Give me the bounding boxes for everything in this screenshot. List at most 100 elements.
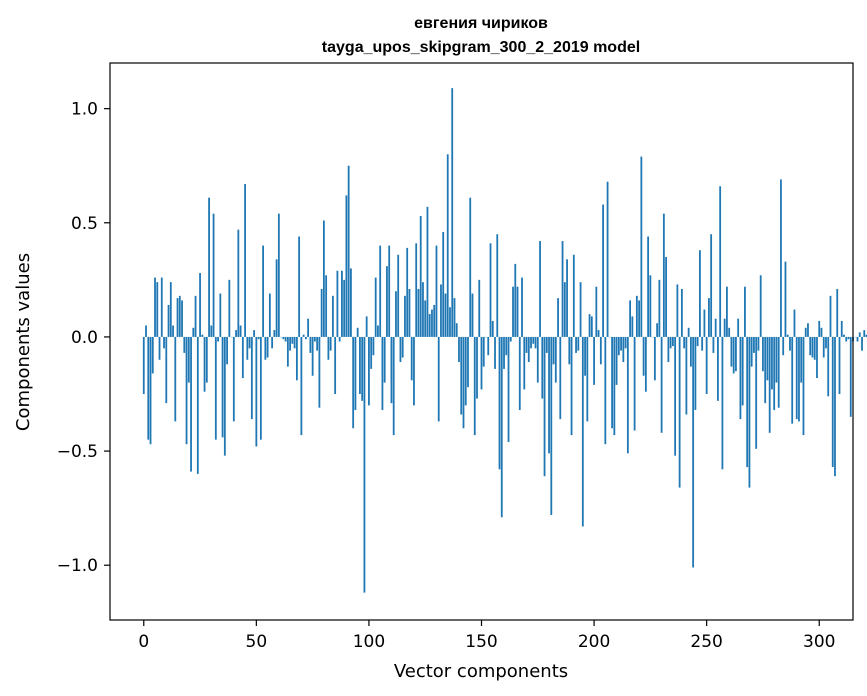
bar — [332, 295, 334, 337]
bar — [246, 336, 249, 360]
bar — [737, 318, 740, 337]
bar-series — [142, 88, 867, 593]
bar — [183, 336, 186, 353]
bar — [237, 229, 240, 337]
x-tick-label: 50 — [246, 632, 268, 652]
bar — [746, 336, 749, 468]
bar — [381, 336, 384, 410]
bar — [728, 327, 731, 337]
bar — [829, 295, 832, 337]
bar — [435, 245, 438, 337]
bar — [800, 336, 803, 383]
bar — [404, 295, 406, 337]
bar — [431, 309, 433, 337]
bar — [291, 336, 294, 344]
bar — [638, 300, 641, 337]
bar — [415, 243, 418, 337]
bar — [622, 336, 625, 363]
bar — [671, 336, 674, 347]
bar — [262, 245, 264, 337]
bar — [514, 263, 517, 337]
bar — [352, 336, 355, 429]
bar — [861, 336, 863, 351]
bar — [462, 336, 465, 429]
bar — [764, 336, 767, 404]
bar — [818, 320, 821, 337]
bar — [613, 336, 616, 436]
bar — [732, 336, 735, 374]
bar — [602, 204, 604, 337]
bar — [644, 336, 647, 392]
bar — [318, 336, 321, 408]
bar — [476, 336, 478, 399]
bar — [307, 318, 310, 337]
bar — [629, 300, 631, 337]
bar — [300, 336, 303, 436]
bar — [250, 336, 253, 420]
bar — [856, 336, 859, 342]
bar — [593, 336, 595, 385]
bar — [284, 336, 287, 342]
bar — [325, 275, 328, 337]
bar — [282, 336, 285, 340]
x-tick-label: 100 — [353, 632, 385, 652]
bar — [223, 336, 226, 456]
bar — [532, 336, 535, 344]
bar — [253, 330, 255, 337]
bar — [327, 336, 330, 360]
bar — [611, 336, 613, 429]
bar — [568, 336, 571, 365]
bar — [791, 336, 794, 424]
bar — [313, 336, 316, 342]
bar — [849, 336, 852, 417]
bar — [491, 320, 494, 337]
bar — [377, 325, 379, 337]
bar — [667, 336, 670, 363]
bar — [413, 336, 415, 406]
bar — [689, 336, 692, 367]
bar — [419, 215, 422, 337]
bar — [597, 330, 600, 337]
bar — [228, 279, 231, 337]
bar — [192, 327, 195, 337]
bar — [174, 336, 177, 422]
bar — [798, 336, 800, 422]
bar — [386, 266, 388, 337]
bar — [865, 334, 867, 337]
bar — [838, 336, 841, 394]
bar — [187, 336, 190, 383]
bar — [334, 336, 337, 394]
bar — [543, 336, 546, 477]
bar — [755, 336, 758, 449]
bar — [692, 336, 695, 568]
bar — [836, 289, 839, 337]
bar — [784, 261, 787, 337]
bar — [680, 289, 683, 337]
bar — [811, 336, 814, 358]
bar — [813, 336, 816, 360]
bar — [505, 336, 508, 356]
bar — [401, 336, 404, 358]
bar — [735, 336, 737, 372]
bar — [498, 336, 501, 470]
bar — [368, 336, 370, 406]
bar — [687, 327, 690, 337]
bar — [147, 336, 150, 440]
bar — [710, 234, 713, 337]
bar — [653, 336, 656, 381]
bar — [487, 336, 490, 356]
bar — [694, 336, 697, 410]
y-axis-label: Components values — [13, 253, 34, 431]
bar — [840, 320, 843, 337]
bar — [626, 336, 629, 454]
bar — [464, 336, 467, 406]
bar — [717, 336, 719, 401]
bar — [773, 336, 776, 410]
bar — [662, 213, 665, 337]
bar — [149, 336, 152, 445]
bar — [624, 336, 627, 349]
x-tick-label: 200 — [578, 632, 610, 652]
bar — [503, 336, 505, 369]
